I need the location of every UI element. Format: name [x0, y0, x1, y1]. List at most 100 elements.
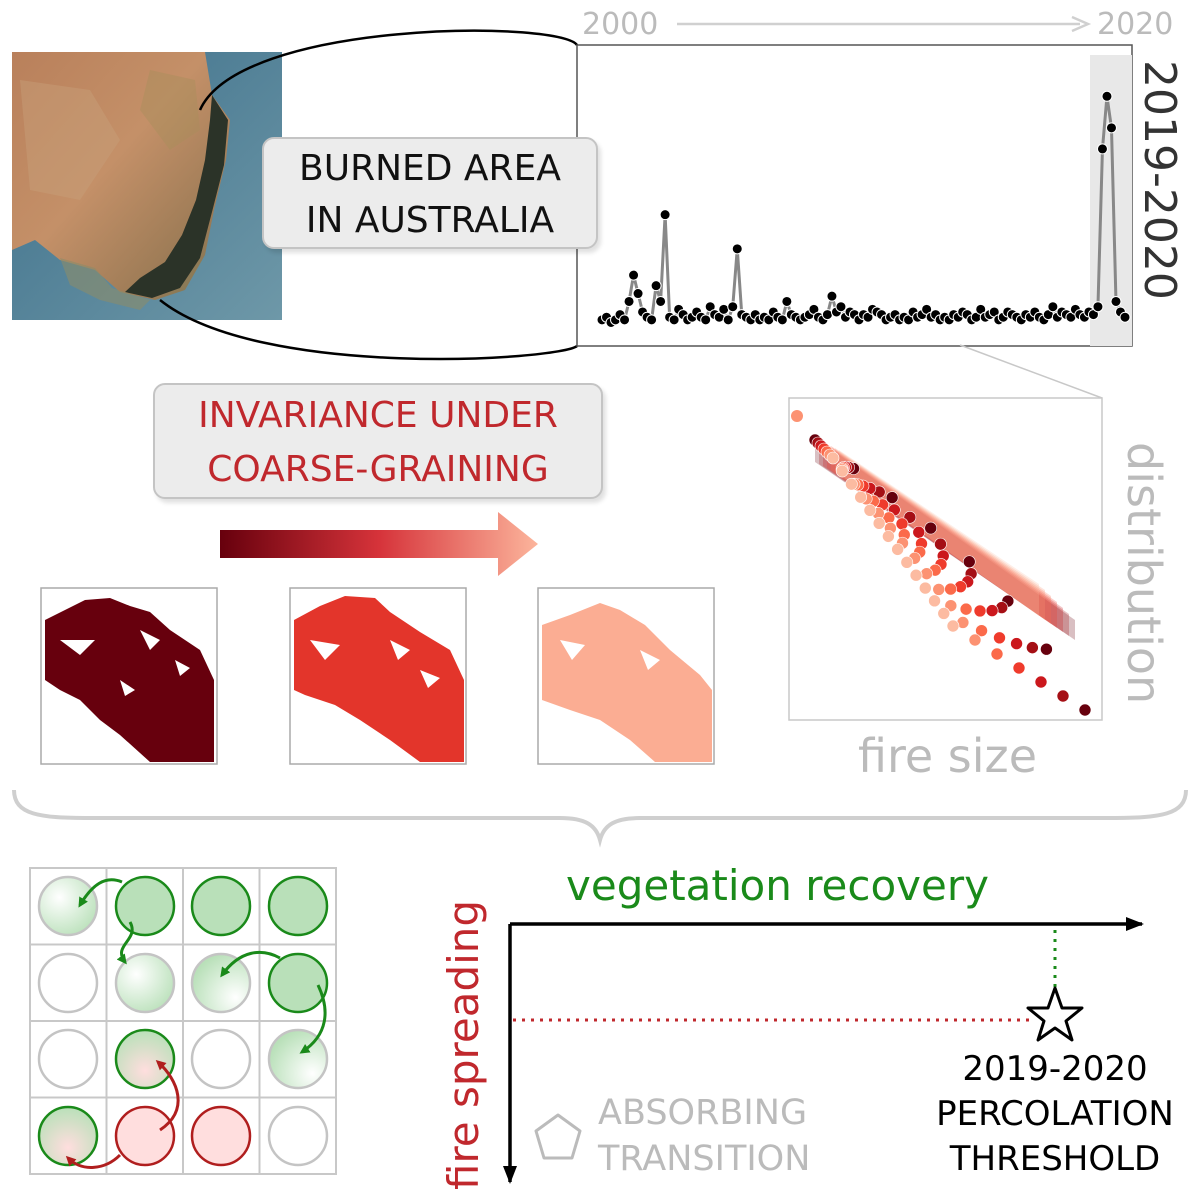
lattice-site: [267, 875, 329, 937]
lattice-site: [267, 952, 329, 1014]
series-point: [1110, 295, 1122, 307]
distribution-point: [835, 464, 849, 478]
series-point: [776, 314, 788, 326]
lattice-site: [37, 1028, 99, 1090]
distribution-point: [944, 599, 958, 612]
grouping-brace: [12, 789, 1188, 848]
absorbing-pentagon-icon: [534, 1113, 582, 1160]
series-point: [628, 269, 640, 281]
series-point: [659, 209, 671, 221]
lattice-site: [190, 875, 252, 937]
lattice-site: [114, 1028, 176, 1090]
distribution-band: [839, 450, 1039, 616]
distribution-point: [959, 602, 973, 616]
distribution-band: [831, 446, 1051, 624]
distribution-point: [900, 556, 914, 569]
burned-area-title-box: BURNED AREA IN AUSTRALIA: [262, 137, 598, 249]
distribution-point: [863, 503, 877, 517]
distribution-point: [962, 555, 976, 569]
series-point: [668, 314, 680, 326]
series-point: [1047, 301, 1059, 313]
distribution-point: [934, 537, 947, 551]
series-point: [731, 243, 743, 255]
distribution-point: [975, 624, 988, 637]
series-point: [623, 295, 635, 307]
distribution-point: [885, 491, 899, 504]
distribution-point: [920, 567, 933, 580]
distribution-point: [872, 517, 886, 530]
zoom-connector: [159, 29, 579, 361]
timeline-end-year: 2020: [1097, 7, 1173, 42]
distribution-point: [973, 604, 987, 618]
lattice-site: [114, 952, 176, 1014]
distribution-point: [993, 631, 1006, 645]
series-point: [1101, 90, 1113, 102]
timeline-start-year: 2000: [582, 7, 658, 42]
distribution-point: [1012, 661, 1026, 675]
distribution-point: [909, 568, 923, 582]
distribution-point: [895, 517, 909, 531]
coarse-graining-arrow: [220, 512, 538, 576]
absorbing-label-2: TRANSITION: [597, 1139, 810, 1179]
distribution-ylabel: distribution: [1117, 442, 1171, 704]
series-point: [821, 309, 833, 321]
distribution-point: [891, 543, 904, 556]
burned-area-series: [596, 90, 1131, 328]
title-line-2: IN AUSTRALIA: [305, 200, 555, 241]
threshold-label-3: THRESHOLD: [949, 1139, 1160, 1179]
threshold-star-icon: [1026, 986, 1084, 1042]
distribution-point: [1056, 689, 1070, 703]
series-point: [1092, 301, 1104, 313]
distribution-point: [985, 604, 999, 617]
lattice-site: [190, 1028, 252, 1090]
title-line-1: BURNED AREA: [299, 148, 561, 189]
series-point: [646, 314, 658, 326]
distribution-point: [968, 633, 982, 647]
distribution-point: [791, 410, 803, 422]
burned-area-chart: [576, 15, 1133, 347]
distribution-point: [919, 581, 932, 595]
lattice-site: [37, 952, 99, 1014]
distribution-point: [932, 583, 946, 596]
series-point: [619, 314, 631, 326]
invariance-line-2: COARSE-GRAINING: [207, 449, 549, 490]
vegetation-lattice: [29, 867, 337, 1175]
series-point: [826, 290, 838, 302]
distribution-point: [1010, 637, 1023, 650]
phase-diagram: [503, 917, 1144, 1184]
series-point: [1105, 122, 1117, 134]
burn-map-fine: [40, 587, 218, 765]
absorbing-label-1: ABSORBING: [598, 1093, 807, 1133]
series-point: [650, 280, 662, 292]
lattice-site: [190, 1105, 252, 1167]
distribution-point: [854, 490, 867, 504]
distribution-point: [1034, 675, 1048, 689]
x-axis-label: vegetation recovery: [566, 861, 989, 910]
burn-map-medium: [289, 587, 467, 765]
distribution-point: [882, 530, 895, 543]
series-point: [1096, 143, 1108, 155]
series-point: [727, 301, 739, 313]
lattice-site: [37, 875, 99, 937]
fire-size-distribution-plot: [788, 344, 1103, 721]
distribution-point: [937, 607, 951, 620]
distribution-point: [826, 451, 840, 465]
distribution-point: [928, 594, 941, 608]
series-point: [781, 295, 793, 307]
distribution-xlabel: fire size: [858, 729, 1037, 783]
y-axis-label: fire spreading: [439, 900, 488, 1190]
distribution-band: [835, 448, 1045, 620]
distribution-point: [1078, 703, 1092, 717]
distribution-point: [845, 477, 858, 491]
lattice-site: [114, 875, 176, 937]
distribution-point: [1040, 642, 1053, 656]
series-point: [1119, 311, 1131, 323]
invariance-box: INVARIANCE UNDER COARSE-GRAINING: [153, 383, 603, 499]
series-point: [632, 288, 644, 300]
lattice-site: [37, 1105, 99, 1167]
lattice-site: [114, 1105, 176, 1167]
series-point: [655, 295, 667, 307]
invariance-line-1: INVARIANCE UNDER: [198, 395, 558, 436]
lattice-site: [267, 1105, 329, 1167]
